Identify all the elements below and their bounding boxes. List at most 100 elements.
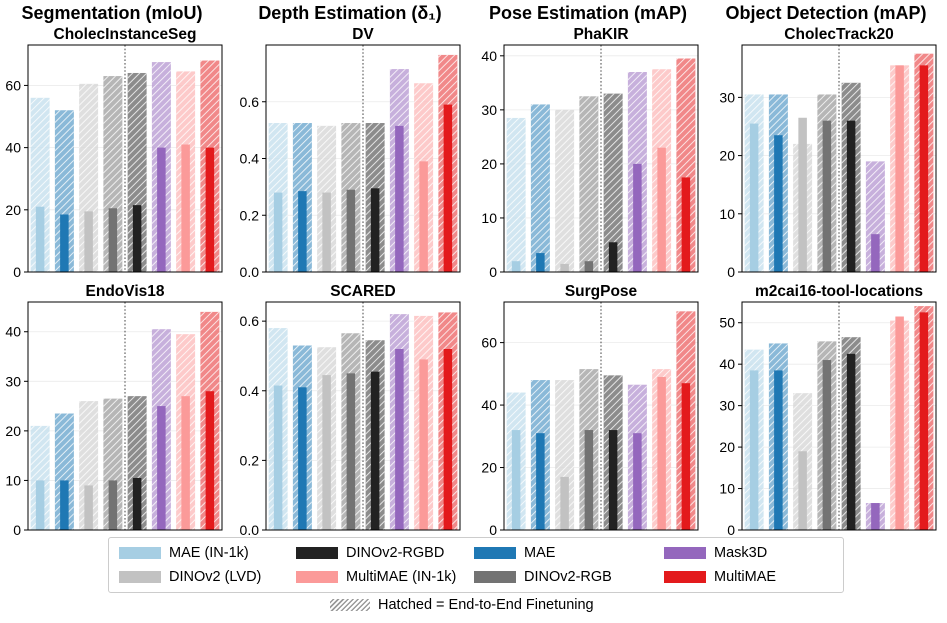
plot-frame [741,44,937,273]
bar-probe-mask3d [633,163,642,272]
y-tick-label: 0.2 [240,207,260,223]
bar-probe-multimae_in1k [657,147,666,272]
bar-probe-dinov2_lvd [84,211,93,272]
plot-frame [265,301,461,531]
legend-label: MultiMAE [714,569,777,585]
y-tick-label: 40 [719,356,735,372]
legend-item-dinov2_rgbd: DINOv2-RGBD [296,543,444,563]
y-tick-label: 30 [719,89,735,105]
bar-probe-mask3d [395,125,404,273]
bar-probe-multimae [443,104,453,273]
bar-probe-mae [536,433,545,530]
bar-probe-multimae_in1k [895,65,904,272]
bar-finetune-hatch-dinov2_rgb [103,76,123,273]
chart-title: PhaKIR [573,26,628,43]
legend-item-multimae: MultiMAE [664,567,776,587]
bar-probe-multimae_in1k [895,316,904,530]
bar-probe-dinov2_lvd [560,263,569,272]
bar-probe-mae [298,191,307,272]
y-tick-label: 40 [481,397,497,413]
y-tick-label: 10 [481,210,497,226]
bar-finetune-hatch-dinov2_rgb [579,96,599,272]
bar-finetune-hatch-mae_in1k [506,117,526,272]
legend-item-mae: MAE [474,543,555,563]
panel-header: Segmentation (mIoU) [21,3,202,23]
y-tick-label: 0.0 [240,264,260,280]
bar-probe-multimae [681,177,691,272]
bar-probe-mae [774,370,783,530]
chart-panel-scared: SCARED 0.0 0.2 0.4 0.6 [240,283,461,538]
y-tick-label: 0 [489,522,497,538]
bar-probe-dinov2_rgbd [608,430,618,530]
y-tick-label: 60 [481,335,497,351]
bar-probe-dinov2_rgb [822,360,832,530]
bar-finetune-hatch-dinov2_rgbd [127,396,147,530]
panel-header: Pose Estimation (mAP) [489,3,687,23]
legend-label: DINOv2-RGB [524,569,612,585]
y-tick-label: 0.4 [240,383,260,399]
hatch-legend-label: Hatched = End-to-End Finetuning [378,597,594,613]
bar-probe-dinov2_rgb [822,120,832,273]
bar-probe-dinov2_rgbd [846,120,856,273]
y-tick-label: 0.4 [240,151,260,167]
legend-label: MAE (IN-1k) [169,545,249,561]
bar-finetune-hatch-mae_in1k [30,425,50,530]
y-tick-label: 0 [727,522,735,538]
y-tick-label: 10 [5,472,21,488]
bar-probe-multimae [919,312,929,530]
chart-title: CholecTrack20 [784,26,893,43]
legend-swatch [664,571,706,583]
chart-panel-dv: Depth Estimation (δ₁) DV 0.0 0.2 0.4 0.6 [240,3,461,280]
bar-probe-dinov2_rgb [584,430,594,530]
bar-finetune-hatch-dinov2_rgbd [127,72,147,272]
bar-finetune-hatch-mae [54,413,74,530]
y-tick-label: 30 [719,398,735,414]
bar-probe-mae_in1k [273,385,283,530]
bar-finetune-hatch-dinov2_rgbd [603,93,623,273]
plot-frame [265,44,461,273]
y-tick-label: 20 [5,423,21,439]
bar-finetune-hatch-dinov2_lvd [79,83,99,272]
bar-probe-mae_in1k [273,192,283,272]
chart-title: SCARED [330,283,395,300]
bar-probe-mae_in1k [511,430,521,530]
panel-header: Object Detection (mAP) [725,3,926,23]
bar-probe-mae_in1k [749,123,759,272]
bar-probe-dinov2_rgbd [608,242,618,272]
chart-panel-phakir: Pose Estimation (mAP) PhaKIR 0 10 20 30 40 [481,3,699,280]
legend-label: Mask3D [714,545,768,561]
bar-finetune-hatch-multimae [676,58,696,273]
hatch-legend: Hatched = End-to-End Finetuning [330,594,594,616]
bar-probe-mask3d [395,348,404,530]
y-tick-label: 50 [719,315,735,331]
y-tick-label: 0.2 [240,452,260,468]
bar-probe-dinov2_rgbd [370,188,380,272]
hatch-swatch [330,599,370,611]
plot-frame [503,301,699,531]
bar-probe-dinov2_lvd [560,476,569,530]
bar-finetune-hatch-mask3d [865,161,885,272]
bar-probe-multimae [443,348,453,530]
plot-frame [503,44,699,273]
chart-panel-cholecinstanceseg: Segmentation (mIoU) CholecInstanceSeg 0 20 4… [5,3,223,280]
y-tick-label: 20 [5,202,21,218]
bar-probe-dinov2_rgb [108,208,118,272]
bar-probe-dinov2_lvd [322,192,331,272]
y-tick-label: 0 [489,264,497,280]
chart-panel-m2cai16-tool-locations: m2cai16-tool-locations 0 10 20 30 40 50 [719,283,937,538]
y-tick-label: 10 [719,206,735,222]
legend-swatch [474,571,516,583]
chart-title: m2cai16-tool-locations [755,283,923,300]
y-tick-label: 0 [727,264,735,280]
bar-probe-dinov2_lvd [798,451,807,530]
bar-finetune-hatch-mae [530,104,550,272]
legend-item-mask3d: Mask3D [664,543,767,563]
y-tick-label: 40 [5,324,21,340]
y-tick-label: 0.6 [240,94,260,110]
bar-finetune-hatch-mae [54,110,74,273]
bar-probe-dinov2_rgbd [846,353,856,530]
bar-finetune-hatch-dinov2_lvd [79,401,99,530]
y-tick-label: 40 [481,48,497,64]
bar-probe-mae [298,387,307,530]
